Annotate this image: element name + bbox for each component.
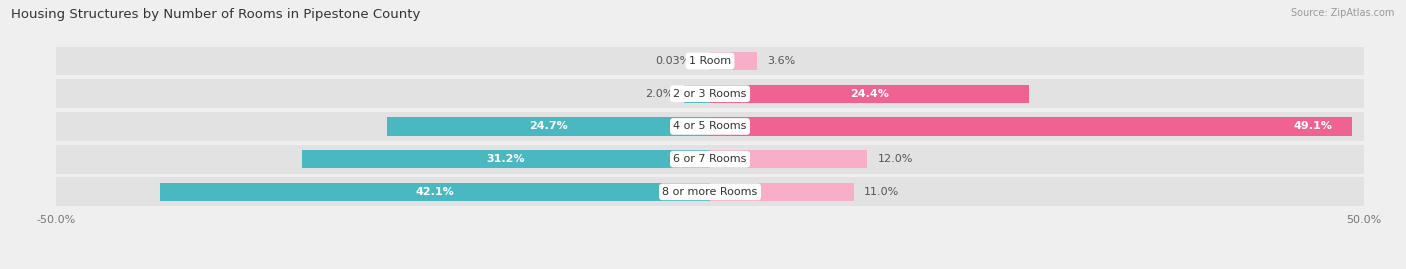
Text: 3.6%: 3.6% <box>768 56 796 66</box>
Text: 12.0%: 12.0% <box>877 154 912 164</box>
Bar <box>683 84 710 103</box>
Text: Source: ZipAtlas.com: Source: ZipAtlas.com <box>1291 8 1395 18</box>
Text: 2.0%: 2.0% <box>645 89 673 99</box>
Bar <box>56 178 1364 206</box>
Text: 42.1%: 42.1% <box>415 187 454 197</box>
Text: 49.1%: 49.1% <box>1294 121 1333 132</box>
Bar <box>710 84 1029 103</box>
Text: 6 or 7 Rooms: 6 or 7 Rooms <box>673 154 747 164</box>
Text: 1 Room: 1 Room <box>689 56 731 66</box>
Text: 8 or more Rooms: 8 or more Rooms <box>662 187 758 197</box>
Text: 11.0%: 11.0% <box>865 187 900 197</box>
Text: 24.4%: 24.4% <box>851 89 889 99</box>
Bar <box>56 112 1364 141</box>
Bar <box>56 47 1364 75</box>
Bar <box>710 52 756 70</box>
Text: 0.03%: 0.03% <box>655 56 690 66</box>
Bar <box>387 117 710 136</box>
Bar <box>56 145 1364 174</box>
Text: 31.2%: 31.2% <box>486 154 526 164</box>
Bar <box>710 183 853 201</box>
Bar <box>710 150 868 168</box>
Bar <box>56 79 1364 108</box>
Text: Housing Structures by Number of Rooms in Pipestone County: Housing Structures by Number of Rooms in… <box>11 8 420 21</box>
Text: 2 or 3 Rooms: 2 or 3 Rooms <box>673 89 747 99</box>
Bar <box>710 117 1353 136</box>
Text: 4 or 5 Rooms: 4 or 5 Rooms <box>673 121 747 132</box>
Bar <box>159 183 710 201</box>
Text: 24.7%: 24.7% <box>529 121 568 132</box>
Bar <box>302 150 710 168</box>
